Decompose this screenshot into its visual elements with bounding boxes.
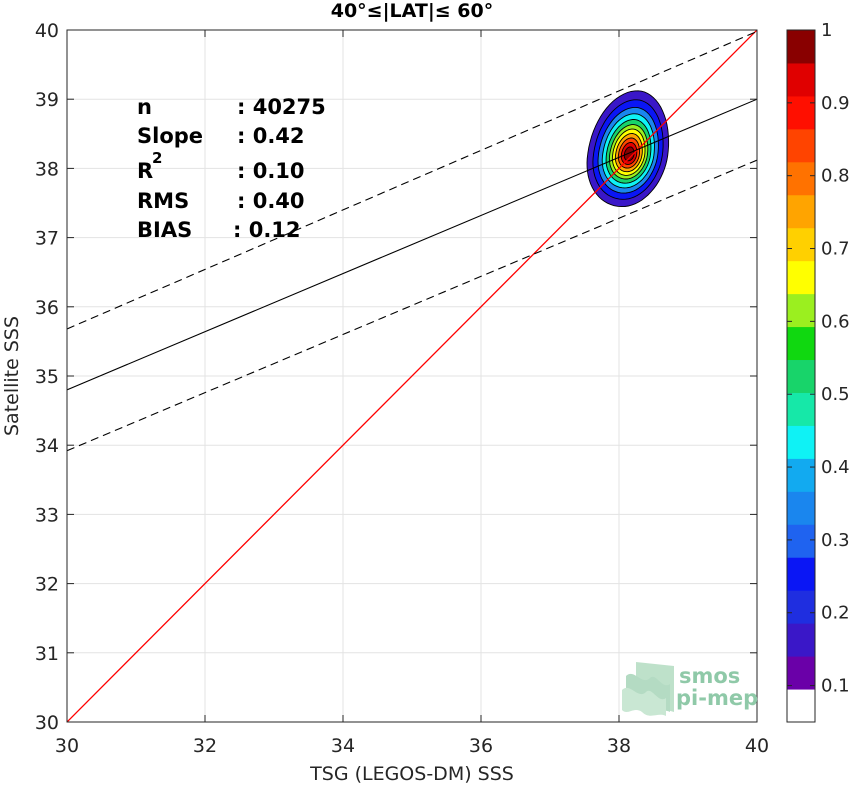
stat-rms-label: RMS <box>137 189 189 213</box>
colorbar-tick-label: 0.9 <box>821 93 850 114</box>
stat-r2-label: R <box>137 159 153 183</box>
x-axis-label: TSG (LEGOS-DM) SSS <box>309 763 514 785</box>
stat-n-value: : 40275 <box>237 95 326 119</box>
colorbar-tick-label: 0.8 <box>821 166 850 187</box>
grid <box>66 29 758 723</box>
colorbar-segment <box>787 95 815 130</box>
y-axis: 30 31 32 33 34 35 36 37 38 39 40 <box>35 20 757 734</box>
x-tick-label: 34 <box>331 735 355 757</box>
colorbar-segment <box>787 194 815 229</box>
x-axis: 30 32 34 36 38 40 <box>55 30 769 757</box>
colorbar-segment <box>787 30 815 64</box>
colorbar-tick-label: 0.5 <box>821 384 850 405</box>
colorbar-tick-label: 0.6 <box>821 311 850 332</box>
stat-r2-sup: 2 <box>152 149 162 167</box>
stat-slope-label: Slope <box>137 124 203 148</box>
logo-line1: smos <box>679 664 740 688</box>
colorbar-tick-label: 0.7 <box>821 239 850 260</box>
colorbar <box>786 29 816 723</box>
logo-line2: pi-mep <box>676 686 758 710</box>
stat-r2-value: : 0.10 <box>237 159 305 183</box>
y-axis-label: Satellite SSS <box>1 316 23 436</box>
y-tick-label: 32 <box>35 574 59 596</box>
colorbar-segment <box>787 524 815 558</box>
colorbar-segment <box>787 326 815 361</box>
x-tick-label: 36 <box>469 735 493 757</box>
smos-pi-mep-logo: smos pi-mep <box>622 662 758 716</box>
colorbar-segment <box>787 458 815 492</box>
colorbar-segment <box>787 293 815 328</box>
colorbar-segment <box>787 359 815 393</box>
colorbar-segment <box>787 227 815 262</box>
y-tick-label: 30 <box>35 712 59 734</box>
colorbar-segment <box>787 689 815 723</box>
stat-bias-label: BIAS <box>137 218 192 242</box>
rms-lower-line <box>67 159 757 452</box>
colorbar-segment <box>787 161 815 196</box>
logo-wave-icon <box>622 662 674 716</box>
x-tick-label: 38 <box>607 735 631 757</box>
colorbar-frame <box>786 29 816 723</box>
stat-bias-value: : 0.12 <box>233 218 301 242</box>
y-tick-label: 36 <box>35 297 59 319</box>
stat-rms-value: : 0.40 <box>237 189 305 213</box>
regression-line <box>67 98 757 391</box>
colorbar-segment <box>787 62 815 97</box>
reference-lines <box>67 30 757 722</box>
stat-slope-value: : 0.42 <box>237 124 305 148</box>
colorbar-tick-label: 0.3 <box>821 530 850 551</box>
identity-line <box>67 30 757 722</box>
stat-n-label: n <box>137 95 152 119</box>
colorbar-segment <box>787 425 815 459</box>
x-tick-label: 40 <box>745 735 769 757</box>
stats-annotation: n : 40275 Slope : 0.42 R 2 : 0.10 RMS : … <box>137 95 326 242</box>
y-tick-label: 37 <box>35 228 59 250</box>
y-tick-label: 40 <box>35 20 59 42</box>
colorbar-segment <box>787 623 815 657</box>
colorbar-segment <box>787 260 815 295</box>
x-tick-label: 30 <box>55 735 79 757</box>
colorbar-segment <box>787 590 815 624</box>
y-tick-label: 34 <box>35 435 59 457</box>
rms-upper-line <box>67 30 757 330</box>
colorbar-tick-label: 0.2 <box>821 603 850 624</box>
colorbar-segment <box>787 557 815 591</box>
chart-title: 40°≤|LAT|≤ 60° <box>331 0 494 22</box>
colorbar-tick-label: 0.4 <box>821 457 850 478</box>
colorbar-tick-label: 1 <box>821 20 832 41</box>
colorbar-segment <box>787 392 815 426</box>
colorbar-ticks: 0.1 0.2 0.3 0.4 0.5 0.6 0.7 0.8 0.9 1 <box>787 20 850 697</box>
colorbar-segment <box>787 128 815 163</box>
colorbar-segment <box>787 491 815 525</box>
colorbar-tick-label: 0.1 <box>821 676 850 697</box>
colorbar-segment <box>787 656 815 690</box>
y-tick-label: 33 <box>35 504 59 526</box>
y-tick-label: 39 <box>35 89 59 111</box>
y-tick-label: 38 <box>35 158 59 180</box>
x-tick-label: 32 <box>193 735 217 757</box>
y-tick-label: 31 <box>35 643 59 665</box>
y-tick-label: 35 <box>35 366 59 388</box>
